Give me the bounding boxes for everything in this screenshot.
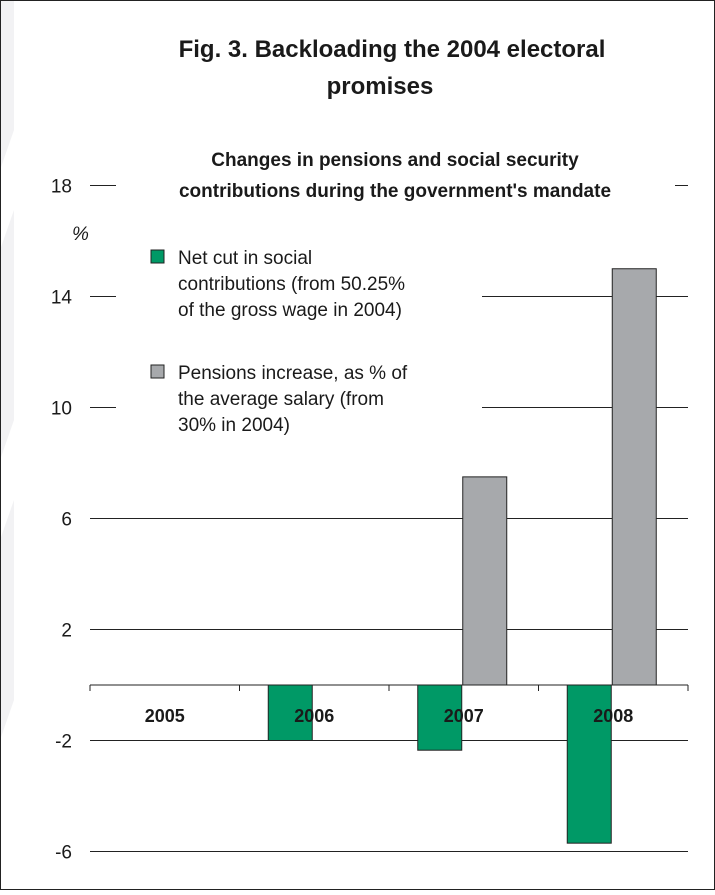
legend-label: Net cut in social [178,248,312,269]
y-tick-label: 14 [51,288,73,309]
bar-net-cut-2006 [267,684,313,741]
y-tick-label: 10 [51,399,72,420]
y-tick-label: 18 [51,177,72,198]
x-tick-label: 2006 [294,706,334,726]
legend-label: the average salary (from [178,389,384,410]
y-axis-unit-label: % [72,224,89,245]
bar-pensions-2008 [611,268,657,686]
y-tick-label: 2 [61,621,72,642]
x-tick-label: 2007 [444,706,484,726]
left-edge-shading [0,0,14,740]
x-tick-labels: 2005 2006 2007 2008 [145,706,634,726]
y-tick-label: -2 [55,732,72,753]
y-tick-label: -6 [55,843,72,864]
legend-label: of the gross wage in 2004) [178,300,402,321]
x-tick-label: 2008 [593,706,633,726]
legend-swatch [150,249,165,264]
legend-label: Pensions increase, as % of [178,363,408,384]
bars [267,268,657,844]
legend-background [116,228,482,458]
legend: Net cut in social contributions (from 50.… [116,228,482,458]
bar-pensions-2007 [462,476,508,686]
x-axis [89,684,689,691]
legend-label: 30% in 2004) [178,415,290,436]
y-tick-label: 6 [61,510,72,531]
chart-title: Fig. 3. Backloading the 2004 electoral pr… [179,36,606,100]
y-tick-labels: 18 14 10 6 2 -2 -6 [51,177,73,864]
legend-swatch [150,364,165,379]
chart-subtitle: Changes in pensions and social security c… [179,150,611,202]
legend-label: contributions (from 50.25% [178,274,405,295]
x-tick-label: 2005 [145,706,185,726]
